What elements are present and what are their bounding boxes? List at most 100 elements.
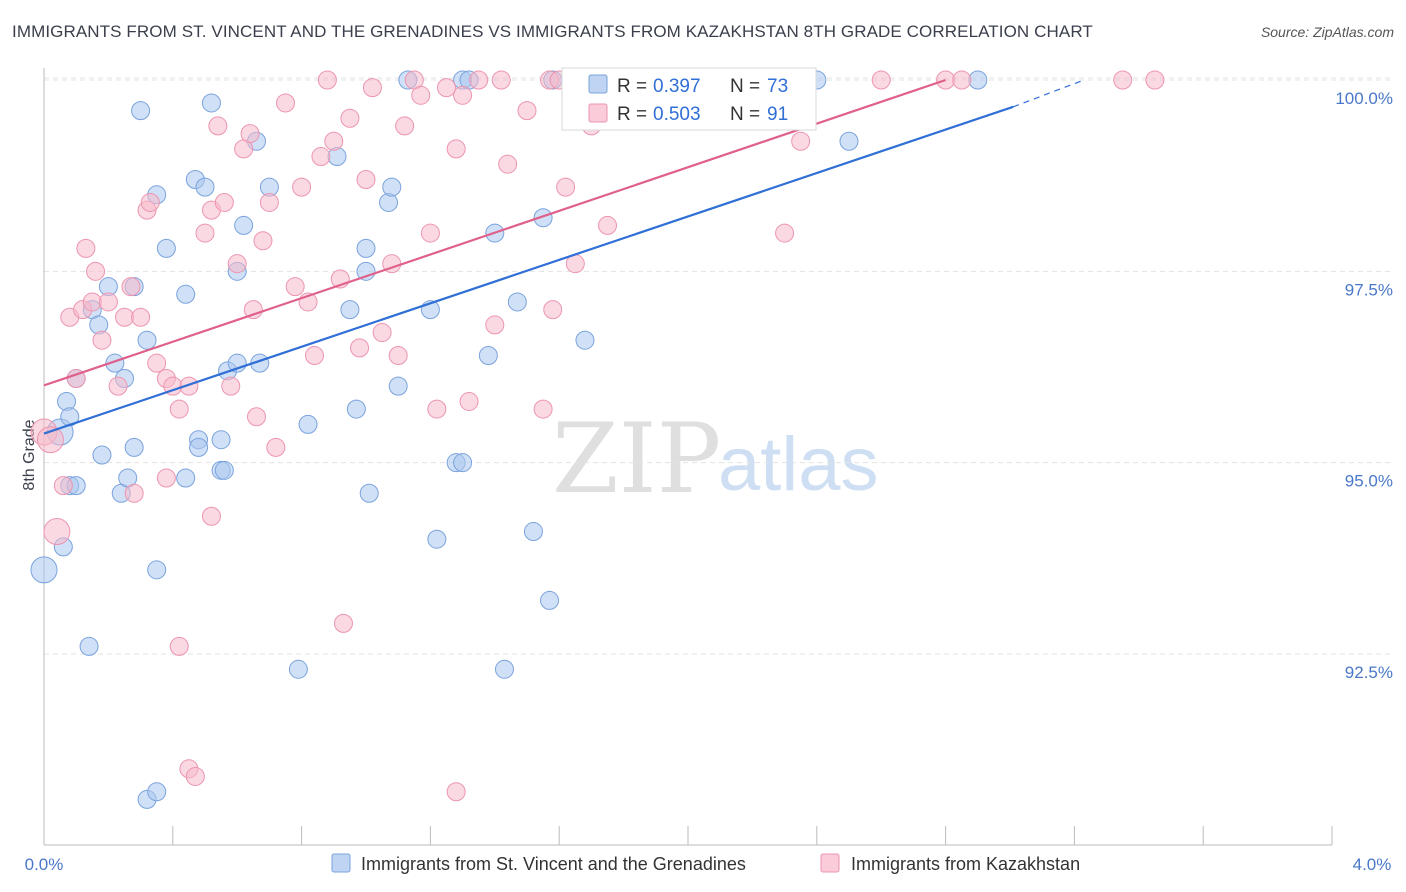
point-st-vincent <box>540 590 560 610</box>
point-kazakhstan <box>459 391 479 411</box>
point-st-vincent <box>356 238 376 258</box>
point-st-vincent <box>298 414 318 434</box>
point-kazakhstan <box>86 261 106 281</box>
point-st-vincent <box>195 177 215 197</box>
point-kazakhstan <box>53 476 73 496</box>
point-kazakhstan <box>214 192 234 212</box>
point-kazakhstan <box>598 215 617 235</box>
y-tick-label: 100.0% <box>1335 89 1393 108</box>
point-kazakhstan <box>1145 70 1165 90</box>
point-st-vincent <box>57 391 77 411</box>
point-st-vincent <box>288 659 308 679</box>
point-kazakhstan <box>124 483 144 503</box>
point-kazakhstan <box>485 315 505 335</box>
point-kazakhstan <box>147 353 167 373</box>
point-kazakhstan <box>411 85 431 105</box>
point-st-vincent <box>427 529 447 549</box>
point-kazakhstan <box>356 169 376 189</box>
point-st-vincent <box>214 460 234 480</box>
point-kazakhstan <box>121 277 141 297</box>
point-st-vincent <box>453 453 473 473</box>
x-tick-label-max: 4.0% <box>1353 855 1392 874</box>
x-ticks <box>43 826 1333 845</box>
point-kazakhstan <box>208 116 228 136</box>
point-kazakhstan <box>775 223 795 243</box>
point-st-vincent <box>156 238 176 258</box>
point-kazakhstan <box>185 766 205 786</box>
point-st-vincent <box>211 430 231 450</box>
point-kazakhstan <box>115 307 134 327</box>
stats-n-label-blue: N = <box>730 76 760 97</box>
point-st-vincent <box>137 330 157 350</box>
point-st-vincent <box>533 208 553 228</box>
series-st-vincent <box>30 70 988 809</box>
point-kazakhstan <box>446 139 466 159</box>
trend-lines <box>43 78 1085 435</box>
point-kazakhstan <box>395 116 415 136</box>
y-tick-label: 95.0% <box>1345 472 1393 491</box>
point-kazakhstan <box>556 177 576 197</box>
watermark-atlas: atlas <box>718 422 879 507</box>
y-tick-label: 92.5% <box>1345 663 1393 682</box>
point-kazakhstan <box>388 346 408 366</box>
point-st-vincent <box>176 284 196 304</box>
point-kazakhstan <box>469 70 489 90</box>
stats-n-label-pink: N = <box>730 104 760 125</box>
point-st-vincent <box>327 147 347 167</box>
point-kazakhstan <box>362 78 382 98</box>
point-kazakhstan <box>43 518 71 546</box>
point-st-vincent <box>189 437 209 457</box>
chart-title: IMMIGRANTS FROM ST. VINCENT AND THE GREN… <box>12 22 1093 41</box>
point-kazakhstan <box>533 399 553 419</box>
point-kazakhstan <box>317 70 337 90</box>
source-label: Source: ZipAtlas.com <box>1260 24 1394 40</box>
trend-extension-st-vincent <box>1013 79 1085 108</box>
point-kazakhstan <box>333 613 353 633</box>
point-st-vincent <box>147 782 167 802</box>
point-st-vincent <box>382 177 402 197</box>
x-tick-label-min: 0.0% <box>25 855 64 874</box>
point-kazakhstan <box>92 330 112 350</box>
point-kazakhstan <box>498 154 518 174</box>
legend-swatch-st-vincent <box>331 853 351 873</box>
point-kazakhstan <box>1113 70 1133 90</box>
point-kazakhstan <box>259 192 279 212</box>
point-st-vincent <box>79 636 99 656</box>
point-kazakhstan <box>350 338 370 358</box>
point-st-vincent <box>523 522 543 542</box>
point-st-vincent <box>340 300 360 320</box>
point-kazakhstan <box>98 292 118 312</box>
point-kazakhstan <box>420 223 440 243</box>
stats-legend: R = 0.397 N = 73 R = 0.503 N = 91 <box>561 67 817 131</box>
stats-n-value-blue: 73 <box>767 76 788 97</box>
point-st-vincent <box>494 659 514 679</box>
y-tick-label: 97.5% <box>1345 280 1393 299</box>
point-kazakhstan <box>517 101 537 121</box>
legend-label-st-vincent: Immigrants from St. Vincent and the Gren… <box>361 854 746 874</box>
trend-line-kazakhstan <box>43 78 946 387</box>
point-kazakhstan <box>131 307 151 327</box>
stats-swatch-blue <box>588 74 608 94</box>
stats-r-label-pink: R = <box>617 104 647 125</box>
stats-r-label-blue: R = <box>617 76 647 97</box>
point-kazakhstan <box>427 399 447 419</box>
point-st-vincent <box>89 315 109 335</box>
y-tick-labels: 92.5% 95.0% 97.5% 100.0% <box>1335 89 1393 682</box>
point-kazakhstan <box>871 70 891 90</box>
point-st-vincent <box>359 483 379 503</box>
point-st-vincent <box>379 192 399 212</box>
point-st-vincent <box>575 330 595 350</box>
stats-r-value-pink: 0.503 <box>653 104 701 125</box>
point-kazakhstan <box>372 323 392 343</box>
point-kazakhstan <box>304 346 324 366</box>
stats-swatch-pink <box>588 103 608 123</box>
point-kazakhstan <box>453 85 473 105</box>
point-kazakhstan <box>285 277 305 297</box>
point-st-vincent <box>507 292 527 312</box>
point-kazakhstan <box>179 376 199 396</box>
watermark-zip: ZIP <box>552 403 721 515</box>
point-st-vincent <box>201 93 221 113</box>
point-kazakhstan <box>195 223 215 243</box>
point-st-vincent <box>92 445 112 465</box>
